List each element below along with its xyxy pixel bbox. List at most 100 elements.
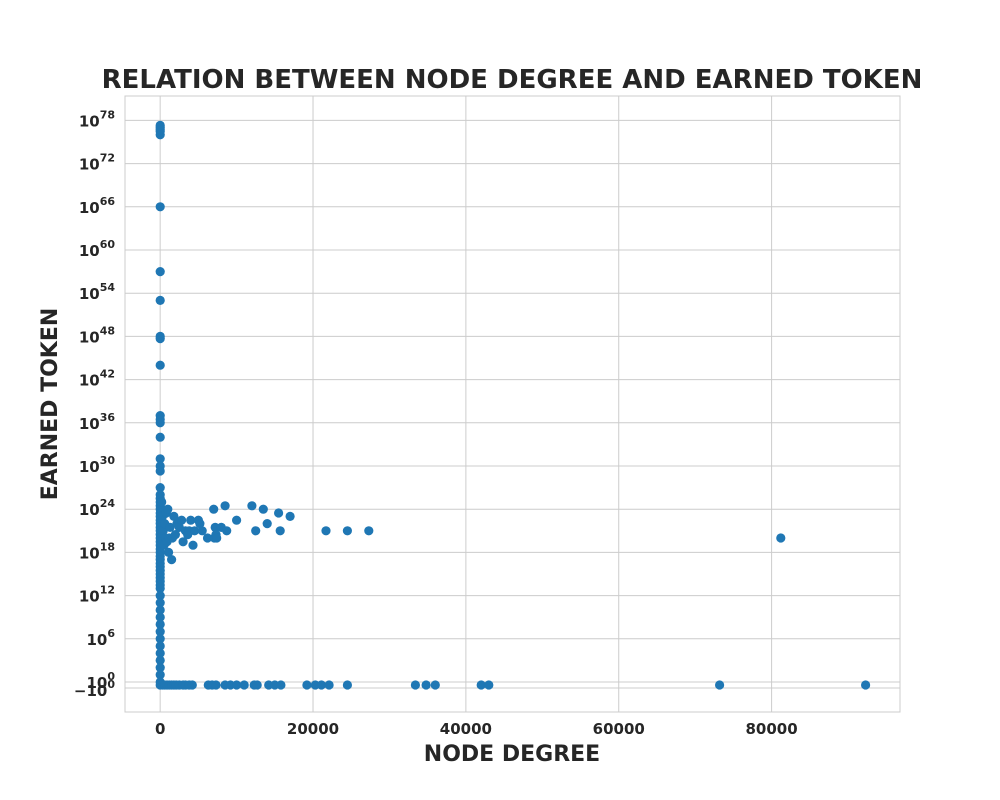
- data-point: [155, 331, 165, 341]
- y-tick-label: 1024: [79, 497, 116, 519]
- data-point: [155, 267, 165, 277]
- y-tick-label: 100: [86, 670, 115, 692]
- data-point: [187, 680, 197, 690]
- x-axis-label: NODE DEGREE: [424, 742, 600, 767]
- y-tick-label: 1036: [79, 411, 116, 433]
- data-point: [274, 508, 284, 518]
- data-point: [155, 483, 165, 493]
- chart-title: RELATION BETWEEN NODE DEGREE AND EARNED …: [102, 65, 923, 95]
- data-point: [155, 612, 165, 622]
- data-point: [155, 641, 165, 651]
- data-point: [212, 533, 222, 543]
- data-point: [155, 295, 165, 305]
- data-point: [157, 497, 167, 507]
- data-point: [155, 670, 165, 680]
- x-tick-label: 60000: [593, 720, 645, 738]
- data-point: [342, 680, 352, 690]
- data-point: [321, 526, 331, 536]
- data-point: [276, 680, 286, 690]
- data-point: [155, 648, 165, 658]
- y-tick-label: 1018: [79, 540, 115, 562]
- data-point: [209, 504, 219, 514]
- data-point: [155, 202, 165, 212]
- y-tick-label: 1048: [79, 324, 115, 346]
- data-point: [484, 680, 494, 690]
- y-tick-label: 1054: [79, 281, 116, 303]
- data-point: [155, 619, 165, 630]
- data-point: [163, 504, 173, 514]
- data-point: [155, 605, 165, 615]
- y-tick-label: 1030: [79, 454, 116, 476]
- data-point: [155, 655, 165, 666]
- data-point: [178, 537, 188, 547]
- data-point: [247, 501, 257, 511]
- plot-frame: [124, 95, 901, 713]
- y-tick-label: 1072: [79, 152, 115, 174]
- x-tick-label: 20000: [287, 720, 339, 738]
- data-point: [364, 526, 374, 536]
- y-tick-label: 1060: [79, 238, 116, 260]
- data-point: [342, 526, 352, 536]
- data-point: [155, 663, 165, 673]
- data-point: [167, 555, 177, 565]
- data-point: [410, 680, 420, 690]
- data-points: [155, 120, 871, 690]
- data-point: [186, 515, 196, 525]
- data-point: [430, 680, 440, 690]
- x-tick-label: 80000: [746, 720, 798, 738]
- y-axis-label: EARNED TOKEN: [38, 308, 63, 501]
- y-tick-label: 1078: [79, 108, 115, 130]
- data-point: [211, 680, 221, 690]
- data-point: [155, 591, 165, 601]
- y-tick-labels: 1078 1072 1066 1060 1054 1048 1042 1036 1030 1024…: [74, 108, 115, 700]
- data-point: [275, 526, 285, 536]
- data-point: [202, 533, 213, 543]
- data-point: [316, 680, 326, 690]
- data-point: [155, 466, 165, 476]
- x-tick-labels: 0 20000 40000 60000 80000: [155, 720, 798, 738]
- data-point: [232, 680, 242, 690]
- data-point: [158, 526, 168, 536]
- data-point: [155, 598, 165, 608]
- data-point: [155, 432, 165, 442]
- y-tick-label: 1042: [79, 368, 115, 390]
- data-point: [220, 501, 230, 511]
- data-point: [861, 680, 871, 690]
- data-point: [258, 504, 268, 514]
- data-point: [421, 680, 431, 690]
- data-point: [188, 540, 198, 550]
- data-point: [222, 526, 232, 536]
- data-point: [169, 511, 179, 521]
- data-point: [155, 454, 165, 464]
- data-point: [155, 360, 165, 370]
- data-point: [302, 680, 312, 690]
- data-point: [715, 680, 725, 690]
- data-point: [285, 511, 295, 521]
- y-tick-label: 1066: [79, 195, 116, 217]
- data-point: [170, 530, 180, 540]
- data-point: [155, 418, 165, 428]
- data-point: [776, 533, 786, 543]
- data-point: [232, 515, 242, 525]
- data-point: [239, 680, 249, 690]
- y-tick-label: −100: [74, 678, 115, 700]
- x-tick-label: 0: [155, 720, 165, 738]
- data-point: [155, 120, 165, 130]
- data-point: [262, 519, 272, 529]
- data-point: [324, 680, 334, 690]
- y-tick-label: 106: [86, 627, 115, 649]
- data-point: [155, 583, 165, 594]
- data-point: [165, 522, 175, 533]
- data-point: [197, 526, 207, 536]
- data-point: [177, 515, 187, 525]
- data-point: [164, 547, 174, 558]
- data-point: [155, 627, 165, 637]
- y-tick-label: 1012: [79, 584, 115, 606]
- data-point: [476, 680, 486, 690]
- data-point: [190, 526, 200, 536]
- data-point: [251, 526, 261, 536]
- data-point: [155, 634, 165, 644]
- grid-lines: [125, 96, 900, 712]
- x-tick-label: 40000: [440, 720, 492, 738]
